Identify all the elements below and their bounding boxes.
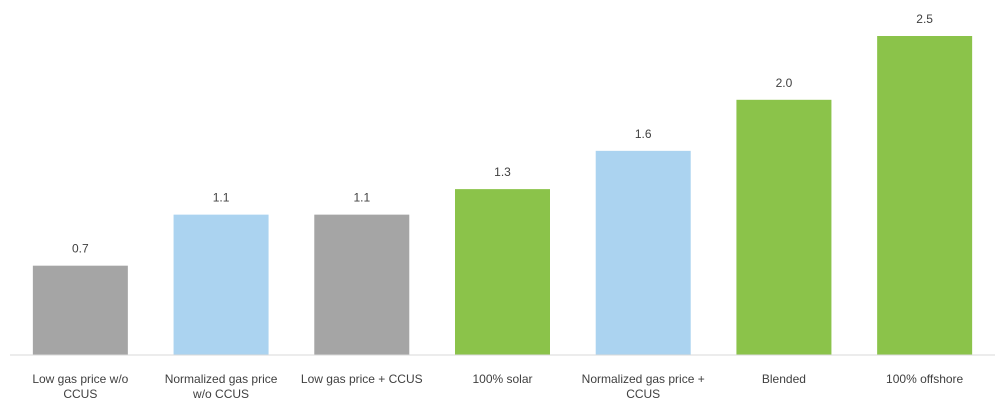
x-tick-label: Normalized gas price w/o CCUS <box>164 372 278 401</box>
x-tick-label: Blended <box>761 372 806 386</box>
bar <box>595 150 691 355</box>
bar <box>455 189 550 355</box>
data-label: 1.3 <box>494 165 511 179</box>
data-label: 1.1 <box>213 191 230 205</box>
data-label: 1.1 <box>353 191 370 205</box>
bar <box>32 265 128 355</box>
x-tick-label: Low gas price w/o CCUS <box>32 372 129 401</box>
bar <box>173 214 269 355</box>
data-label: 2.0 <box>776 76 793 90</box>
x-tick-label: 100% solar <box>472 372 533 386</box>
x-tick-label: 100% offshore <box>886 372 964 386</box>
data-label: 2.5 <box>916 12 933 26</box>
bar <box>314 214 410 355</box>
x-tick-label: Normalized gas price + CCUS <box>581 372 705 401</box>
bar <box>736 99 832 355</box>
data-label: 1.6 <box>635 127 652 141</box>
bar <box>877 36 973 355</box>
x-tick-label: Low gas price + CCUS <box>300 372 423 386</box>
data-label: 0.7 <box>72 242 89 256</box>
